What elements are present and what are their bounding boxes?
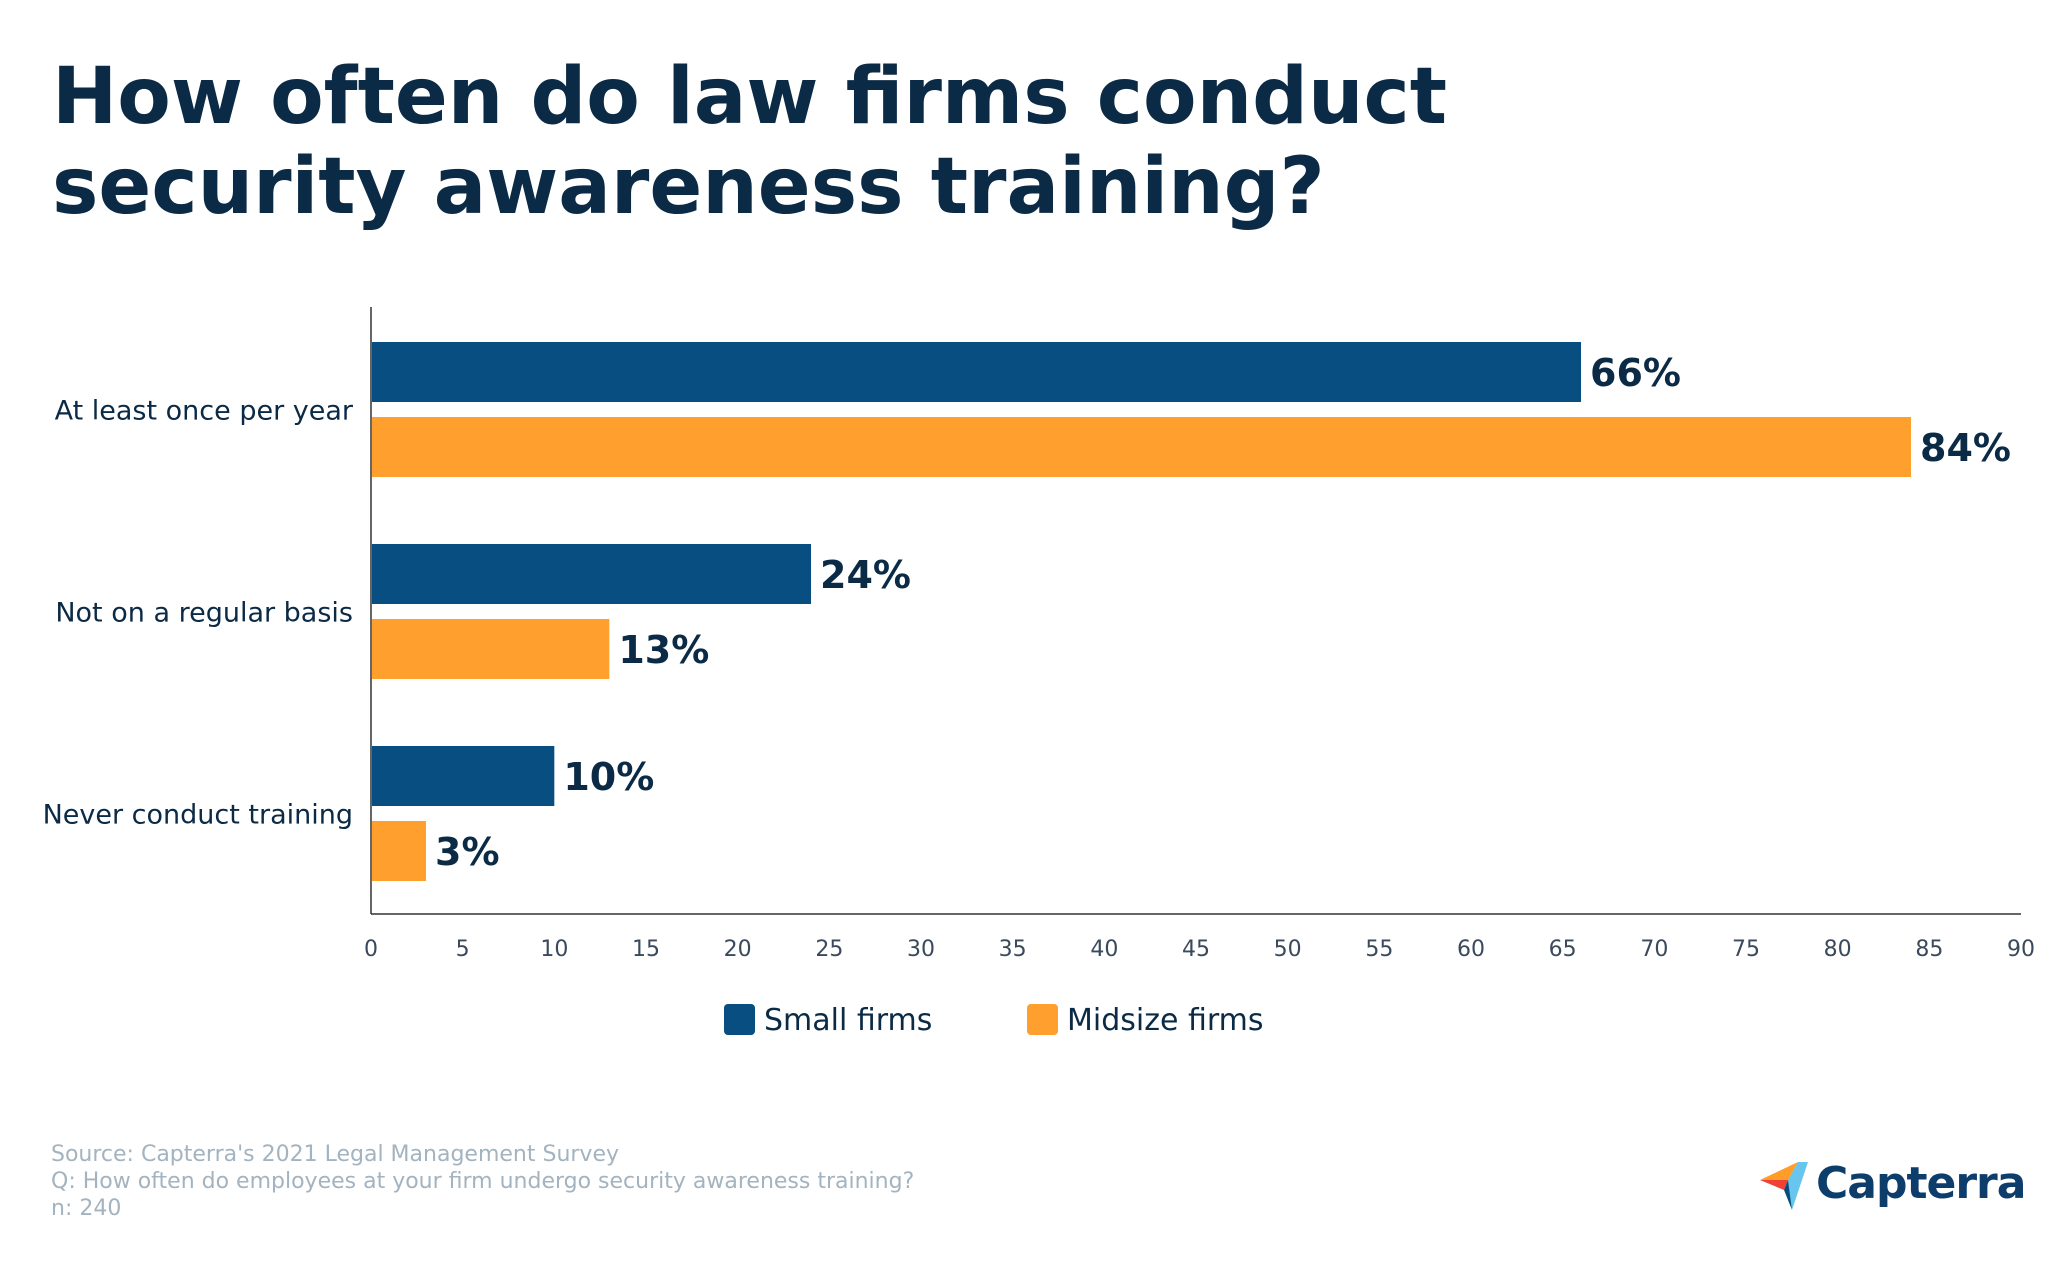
data-label-midsize-1: 13% bbox=[618, 628, 709, 672]
chart-category-labels: At least once per year Not on a regular b… bbox=[43, 396, 354, 831]
x-tick-label-0: 0 bbox=[364, 937, 378, 962]
x-tick-label-75: 75 bbox=[1732, 937, 1760, 962]
footer-source: Source: Capterra's 2021 Legal Management… bbox=[51, 1142, 620, 1167]
category-label-2: Never conduct training bbox=[43, 800, 353, 831]
x-tick-label-60: 60 bbox=[1457, 937, 1485, 962]
bar-midsize-2 bbox=[372, 821, 426, 881]
x-tick-label-50: 50 bbox=[1274, 937, 1302, 962]
page-title: How often do law firms conduct security … bbox=[52, 52, 1448, 232]
x-tick-label-40: 40 bbox=[1090, 937, 1118, 962]
x-tick-label-90: 90 bbox=[2007, 937, 2035, 962]
x-tick-label-65: 65 bbox=[1549, 937, 1577, 962]
bar-small-1 bbox=[372, 544, 811, 604]
x-tick-label-20: 20 bbox=[724, 937, 752, 962]
x-tick-label-45: 45 bbox=[1182, 937, 1210, 962]
legend-swatch-small bbox=[724, 1004, 755, 1035]
x-tick-label-55: 55 bbox=[1365, 937, 1393, 962]
category-label-0: At least once per year bbox=[55, 396, 354, 427]
data-label-small-2: 10% bbox=[563, 755, 654, 799]
bar-midsize-1 bbox=[372, 619, 610, 679]
footer-sample-size: n: 240 bbox=[51, 1196, 122, 1221]
x-tick-label-35: 35 bbox=[999, 937, 1027, 962]
category-label-1: Not on a regular basis bbox=[55, 598, 353, 629]
chart-bars bbox=[372, 342, 1911, 881]
legend-swatch-midsize bbox=[1027, 1004, 1058, 1035]
x-tick-label-10: 10 bbox=[540, 937, 568, 962]
bar-small-0 bbox=[372, 342, 1581, 402]
capterra-logo: Capterra bbox=[1758, 1154, 2026, 1214]
bar-small-2 bbox=[372, 746, 555, 806]
legend-label-small: Small firms bbox=[764, 1003, 932, 1038]
data-label-midsize-2: 3% bbox=[435, 830, 500, 874]
capterra-logo-icon bbox=[1760, 1162, 1808, 1210]
footer-question: Q: How often do employees at your firm u… bbox=[51, 1169, 915, 1194]
bar-midsize-0 bbox=[372, 417, 1911, 477]
capterra-logo-text: Capterra bbox=[1816, 1158, 2026, 1209]
x-tick-label-15: 15 bbox=[632, 937, 660, 962]
chart-tick-labels: 0 5 10 15 20 25 30 35 40 45 50 55 60 65 70 75 80 85 90 bbox=[364, 937, 2035, 962]
x-tick-label-70: 70 bbox=[1640, 937, 1668, 962]
chart-data-labels: 66% 84% 24% 13% 10% 3% bbox=[435, 351, 2011, 874]
data-label-midsize-0: 84% bbox=[1920, 426, 2011, 470]
chart-legend: Small firms Midsize firms bbox=[724, 1003, 1264, 1038]
chart-axes bbox=[370, 307, 2021, 915]
x-tick-label-5: 5 bbox=[456, 937, 470, 962]
x-tick-label-85: 85 bbox=[1915, 937, 1943, 962]
data-label-small-0: 66% bbox=[1590, 351, 1681, 395]
x-tick-label-25: 25 bbox=[815, 937, 843, 962]
legend-label-midsize: Midsize firms bbox=[1067, 1003, 1264, 1038]
x-tick-label-30: 30 bbox=[907, 937, 935, 962]
x-tick-label-80: 80 bbox=[1824, 937, 1852, 962]
data-label-small-1: 24% bbox=[820, 553, 911, 597]
